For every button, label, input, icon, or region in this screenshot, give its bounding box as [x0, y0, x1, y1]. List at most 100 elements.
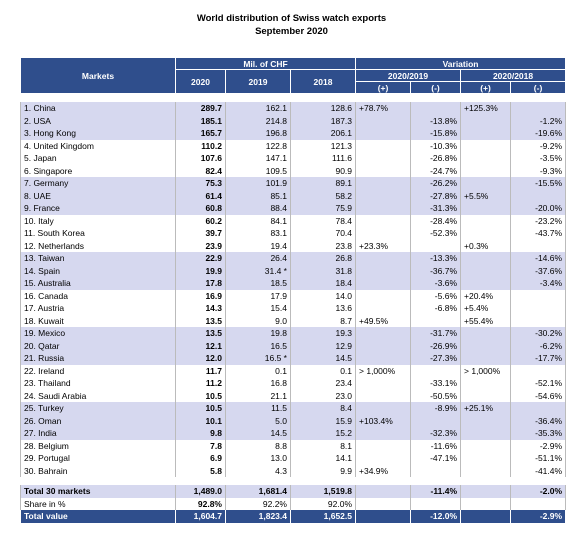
- value-cell: 22.9: [175, 252, 226, 265]
- table-row: 11. South Korea 39.7 83.1 70.4 -52.3% -43.7%: [20, 227, 567, 240]
- value-cell: -15.5%: [510, 177, 567, 190]
- table-row: 20. Qatar 12.1 16.5 12.9 -26.9% -6.2%: [20, 339, 567, 352]
- value-cell: -14.6%: [510, 252, 567, 265]
- value-cell: -3.5%: [510, 152, 567, 165]
- value-cell: +23.3%: [355, 239, 412, 252]
- value-cell: 23.8: [289, 239, 357, 252]
- value-cell: 128.6: [289, 102, 357, 115]
- value-cell: -8.9%: [410, 402, 462, 415]
- market-cell: 12. Netherlands: [20, 239, 176, 252]
- value-cell: > 1,000%: [460, 364, 512, 377]
- value-cell: -5.6%: [410, 289, 462, 302]
- value-cell: 19.9: [175, 264, 226, 277]
- table-row: 27. India 9.8 14.5 15.2 -32.3% -35.3%: [20, 427, 567, 440]
- value-cell: -26.8%: [410, 152, 462, 165]
- value-cell: -9.2%: [510, 139, 567, 152]
- value-cell: 187.3: [289, 114, 357, 127]
- value-cell: -35.3%: [510, 427, 567, 440]
- market-cell: 13. Taiwan: [20, 252, 176, 265]
- value-cell: 9.0: [225, 314, 291, 327]
- value-cell: 17.9: [225, 289, 291, 302]
- empty-cell: [510, 314, 567, 327]
- value-cell: 23.9: [175, 239, 226, 252]
- header-cell: (-): [410, 81, 462, 94]
- value-cell: 121.3: [289, 139, 357, 152]
- value-cell: 14.1: [289, 452, 357, 465]
- value-cell: 58.2: [289, 189, 357, 202]
- value-cell: -27.8%: [410, 189, 462, 202]
- value-cell: +103.4%: [355, 414, 412, 427]
- empty-cell: [510, 189, 567, 202]
- empty-cell: [355, 227, 412, 240]
- value-cell: 162.1: [225, 102, 291, 115]
- value-cell: 14.3: [175, 302, 226, 315]
- value-cell: 90.9: [289, 164, 357, 177]
- value-cell: 16.5 *: [225, 352, 291, 365]
- value-cell: 1,652.5: [289, 510, 357, 523]
- market-cell: 7. Germany: [20, 177, 176, 190]
- market-cell: 25. Turkey: [20, 402, 176, 415]
- market-cell: 8. UAE: [20, 189, 176, 202]
- market-cell: 2. USA: [20, 114, 176, 127]
- value-cell: 19.4: [225, 239, 291, 252]
- empty-cell: [460, 252, 512, 265]
- value-cell: 289.7: [175, 102, 226, 115]
- market-cell: 18. Kuwait: [20, 314, 176, 327]
- market-cell: 29. Portugal: [20, 452, 176, 465]
- value-cell: -26.9%: [410, 339, 462, 352]
- table-row: 28. Belgium 7.8 8.8 8.1 -11.6% -2.9%: [20, 439, 567, 452]
- value-cell: 1,519.8: [289, 485, 357, 498]
- empty-cell: [355, 439, 412, 452]
- value-cell: 85.1: [225, 189, 291, 202]
- table-row: Share in % 92.8% 92.2% 92.0%: [20, 497, 567, 510]
- value-cell: -52.1%: [510, 377, 567, 390]
- value-cell: -32.3%: [410, 427, 462, 440]
- value-cell: 15.4: [225, 302, 291, 315]
- value-cell: 110.2: [175, 139, 226, 152]
- spacer-cell: [21, 94, 566, 103]
- market-cell: 15. Australia: [20, 277, 176, 290]
- table-row: 10. Italy 60.2 84.1 78.4 -28.4% -23.2%: [20, 214, 567, 227]
- value-cell: 165.7: [175, 127, 226, 140]
- value-cell: -52.3%: [410, 227, 462, 240]
- value-cell: -2.0%: [510, 485, 567, 498]
- value-cell: 5.8: [175, 464, 226, 477]
- value-cell: -13.3%: [410, 252, 462, 265]
- empty-cell: [355, 214, 412, 227]
- value-cell: +78.7%: [355, 102, 412, 115]
- value-cell: 196.8: [225, 127, 291, 140]
- value-cell: +34.9%: [355, 464, 412, 477]
- table-row: 7. Germany 75.3 101.9 89.1 -26.2% -15.5%: [20, 177, 567, 190]
- empty-cell: [510, 289, 567, 302]
- spacer: [21, 477, 566, 485]
- value-cell: 21.1: [225, 389, 291, 402]
- header-cell: Markets: [20, 57, 176, 94]
- value-cell: 1,681.4: [225, 485, 291, 498]
- market-cell: 1. China: [20, 102, 176, 115]
- value-cell: 18.5: [225, 277, 291, 290]
- empty-cell: [510, 239, 567, 252]
- empty-cell: [355, 177, 412, 190]
- value-cell: 8.4: [289, 402, 357, 415]
- empty-cell: [510, 497, 567, 510]
- table-row: 15. Australia 17.8 18.5 18.4 -3.6% -3.4%: [20, 277, 567, 290]
- value-cell: 107.6: [175, 152, 226, 165]
- value-cell: 84.1: [225, 214, 291, 227]
- value-cell: 31.4 *: [225, 264, 291, 277]
- empty-cell: [410, 364, 462, 377]
- value-cell: 10.5: [175, 402, 226, 415]
- value-cell: 82.4: [175, 164, 226, 177]
- value-cell: 1,604.7: [175, 510, 226, 523]
- value-cell: -41.4%: [510, 464, 567, 477]
- market-cell: 9. France: [20, 202, 176, 215]
- empty-cell: [460, 510, 512, 523]
- value-cell: 13.0: [225, 452, 291, 465]
- market-cell: 28. Belgium: [20, 439, 176, 452]
- table-row: 5. Japan 107.6 147.1 111.6 -26.8% -3.5%: [20, 152, 567, 165]
- value-cell: 92.8%: [175, 497, 226, 510]
- empty-cell: [355, 452, 412, 465]
- empty-cell: [355, 352, 412, 365]
- table-row: 30. Bahrain 5.8 4.3 9.9 +34.9% -41.4%: [20, 464, 567, 477]
- empty-cell: [410, 314, 462, 327]
- value-cell: -19.6%: [510, 127, 567, 140]
